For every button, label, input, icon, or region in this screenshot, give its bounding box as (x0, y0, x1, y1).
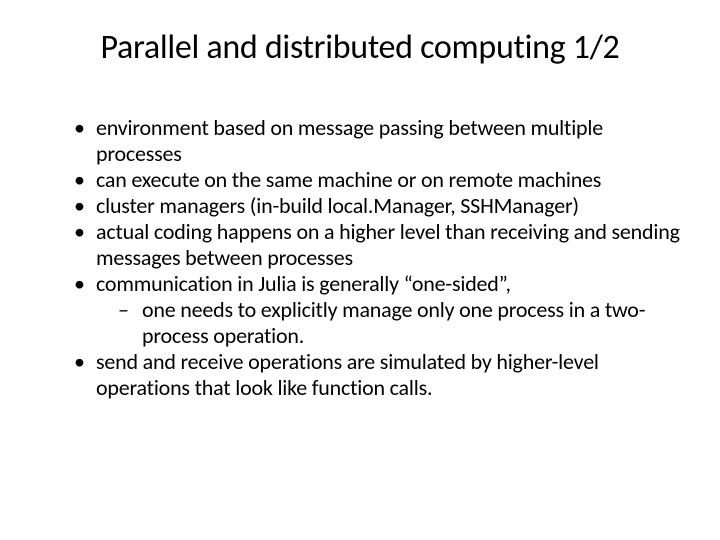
bullet-text: cluster managers (in-build local.Manager… (96, 192, 579, 219)
bullet-item: environment based on message passing bet… (70, 115, 680, 167)
sub-bullet-item: one needs to explicitly manage only one … (118, 297, 680, 349)
bullet-item: communication in Julia is generally “one… (70, 271, 680, 349)
bullet-text: actual coding happens on a higher level … (96, 218, 680, 271)
bullet-item: send and receive operations are simulate… (70, 349, 680, 401)
bullet-text: can execute on the same machine or on re… (96, 166, 601, 193)
slide-body: environment based on message passing bet… (40, 115, 680, 400)
bullet-text: send and receive operations are simulate… (96, 348, 599, 401)
bullet-item: actual coding happens on a higher level … (70, 219, 680, 271)
sub-bullet-text: one needs to explicitly manage only one … (142, 296, 645, 349)
bullet-text: communication in Julia is generally “one… (96, 270, 511, 297)
bullet-text: environment based on message passing bet… (96, 114, 603, 167)
bullet-list: environment based on message passing bet… (70, 115, 680, 400)
bullet-item: can execute on the same machine or on re… (70, 167, 680, 193)
slide-title: Parallel and distributed computing 1/2 (40, 28, 680, 67)
bullet-item: cluster managers (in-build local.Manager… (70, 193, 680, 219)
sub-bullet-list: one needs to explicitly manage only one … (96, 297, 680, 349)
slide: Parallel and distributed computing 1/2 e… (0, 0, 720, 540)
